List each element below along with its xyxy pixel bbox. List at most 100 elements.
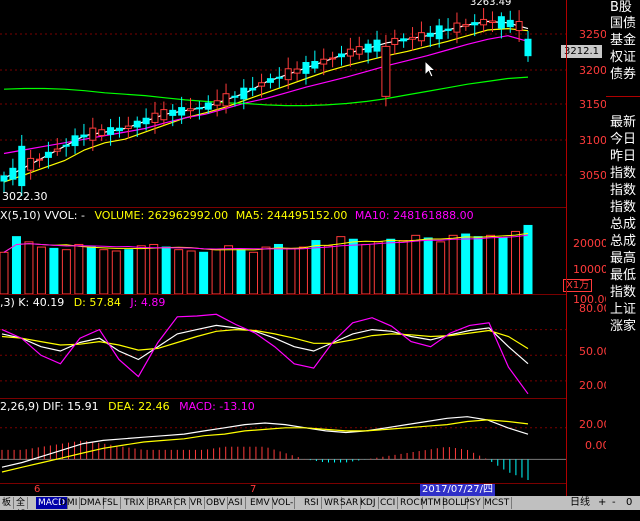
indicator-tab-dma[interactable]: DMA <box>78 497 104 509</box>
volume-tick: 10000 <box>573 263 608 276</box>
candle <box>222 93 230 107</box>
kdj-pane[interactable]: ,3) K: 40.19 D: 57.84 J: 4.89 <box>0 294 566 399</box>
volume-bar <box>0 251 9 294</box>
indicator-tab-mcst[interactable]: MCST <box>482 497 513 509</box>
volume-bar <box>211 249 221 294</box>
kdj-j-line <box>1 313 529 395</box>
indicator-tab-vr[interactable]: VR <box>188 497 206 509</box>
indicator-tab-板[interactable]: 板 <box>0 497 15 509</box>
volume-bar <box>386 238 396 294</box>
volume-bar <box>348 238 358 294</box>
indicator-tab-cci[interactable]: CCI <box>378 497 399 509</box>
candle <box>409 36 417 40</box>
kdj-chart[interactable] <box>0 294 566 398</box>
indicator-tab-asi[interactable]: ASI <box>226 497 246 509</box>
indicator-tab-obv[interactable]: OBV <box>204 497 229 509</box>
candle <box>53 148 61 152</box>
volume-bar <box>186 250 196 294</box>
price-tick: 3100 <box>579 134 607 147</box>
period-label[interactable]: 日线 <box>570 497 590 508</box>
indicator-tab-trix[interactable]: TRIX <box>122 497 148 509</box>
candle <box>107 127 115 135</box>
candle <box>27 157 35 171</box>
zoom-in-button[interactable]: + <box>598 497 607 508</box>
info-item: 最低 <box>610 268 637 283</box>
volume-bar <box>99 249 109 294</box>
indicator-tab-bar: 板全部 MACD DMI DMA FSL TRIX BRAR CR VR OBV ASI EMV VOL… <box>0 496 640 520</box>
kdj-tick: 100.00 <box>573 293 612 306</box>
indicator-tab-boll[interactable]: BOLL <box>440 497 469 509</box>
candle <box>62 144 70 147</box>
indicator-tab-dmi[interactable]: DMI <box>58 497 81 509</box>
zoom-out-button[interactable]: - <box>612 497 616 508</box>
candle <box>381 45 391 97</box>
market-info-panel: B股 国债 基金 权证 债券 最新 今日 昨日 指数 指数 指数 总成 总成 最… <box>606 0 640 496</box>
indicator-tab-kdj[interactable]: KDJ <box>358 497 379 509</box>
indicator-tab-mtm[interactable]: MTM <box>418 497 445 509</box>
volume-bar <box>486 234 496 294</box>
cursor-date-box: 2017/07/27/四 <box>420 484 496 496</box>
info-item: 涨家 <box>610 319 637 334</box>
volume-pane[interactable]: X(5,10) VVOL: - VOLUME: 262962992.00 MA5… <box>0 207 566 295</box>
candle <box>80 134 88 138</box>
indicator-tab-全部[interactable]: 全部 <box>14 497 29 520</box>
volume-bar <box>336 236 346 294</box>
month-label-6: 6 <box>34 484 41 495</box>
info-item: 指数 <box>610 200 637 215</box>
volume-bar <box>373 241 383 294</box>
indicator-tab-emv[interactable]: EMV <box>248 497 273 509</box>
indicator-tab-macd[interactable]: MACD <box>36 497 68 509</box>
volume-chart[interactable] <box>0 207 566 294</box>
kdj-tick: 20.00 <box>579 379 611 392</box>
kdj-d-line <box>1 328 529 351</box>
volume-bar <box>311 240 321 294</box>
info-item: 最新 <box>610 115 637 130</box>
candle <box>284 68 292 81</box>
indicator-tab-sar[interactable]: SAR <box>338 497 362 509</box>
indicator-tab-fsl[interactable]: FSL <box>100 497 121 509</box>
price-chart[interactable] <box>0 0 566 207</box>
candle <box>302 62 310 74</box>
candle <box>480 18 488 26</box>
indicator-tab-roc[interactable]: ROC <box>398 497 423 509</box>
indicator-tab-cr[interactable]: CR <box>172 497 190 509</box>
price-tick: 3150 <box>579 98 607 111</box>
indicator-tab-vol-tdx[interactable]: VOL-TDX <box>270 497 296 520</box>
candle <box>187 108 195 112</box>
volume-bar <box>86 246 96 294</box>
macd-chart[interactable] <box>0 398 566 483</box>
volume-bar <box>74 243 84 294</box>
time-axis: 6 7 2017/07/27/四 <box>0 484 566 496</box>
indicator-tab-rsi[interactable]: RSI <box>302 497 322 509</box>
candle <box>266 78 274 83</box>
ma60-line <box>3 76 529 107</box>
candle <box>240 87 248 100</box>
volume-ma10: MA10: 248161888.00 <box>354 209 474 222</box>
volume-bar <box>61 249 71 294</box>
price-pane[interactable]: 3263.49 3022.30 <box>0 0 566 208</box>
indicator-tab-brar[interactable]: BRAR <box>146 497 176 509</box>
macd-pane[interactable]: 2,26,9) DIF: 15.91 DEA: 22.46 MACD: -13.… <box>0 398 566 484</box>
volume-indicator-name: X(5,10) VVOL: - <box>0 209 85 222</box>
candle <box>329 57 337 60</box>
volume-bar <box>36 246 46 294</box>
info-item: 指数 <box>610 183 637 198</box>
volume-bar <box>236 249 246 294</box>
kdj-tick: 50.00 <box>579 345 611 358</box>
macd-dif-value: 2,26,9) DIF: 15.91 <box>0 400 99 413</box>
volume-bar <box>448 234 458 294</box>
candle <box>231 95 239 98</box>
volume-bar <box>473 236 483 294</box>
candle <box>417 32 425 42</box>
info-item: 昨日 <box>610 149 637 164</box>
candle <box>471 22 479 26</box>
indicator-tab-psy[interactable]: PSY <box>462 497 484 509</box>
volume-bar <box>149 243 159 294</box>
indicator-tab-wr[interactable]: WR <box>322 497 343 509</box>
volume-bar <box>261 246 271 294</box>
kdj-k-line <box>1 324 529 365</box>
candle <box>169 109 177 116</box>
reset-button[interactable]: 0 <box>626 497 633 508</box>
volume-header: X(5,10) VVOL: - VOLUME: 262962992.00 MA5… <box>0 209 474 222</box>
price-tick: 3200 <box>579 64 607 77</box>
